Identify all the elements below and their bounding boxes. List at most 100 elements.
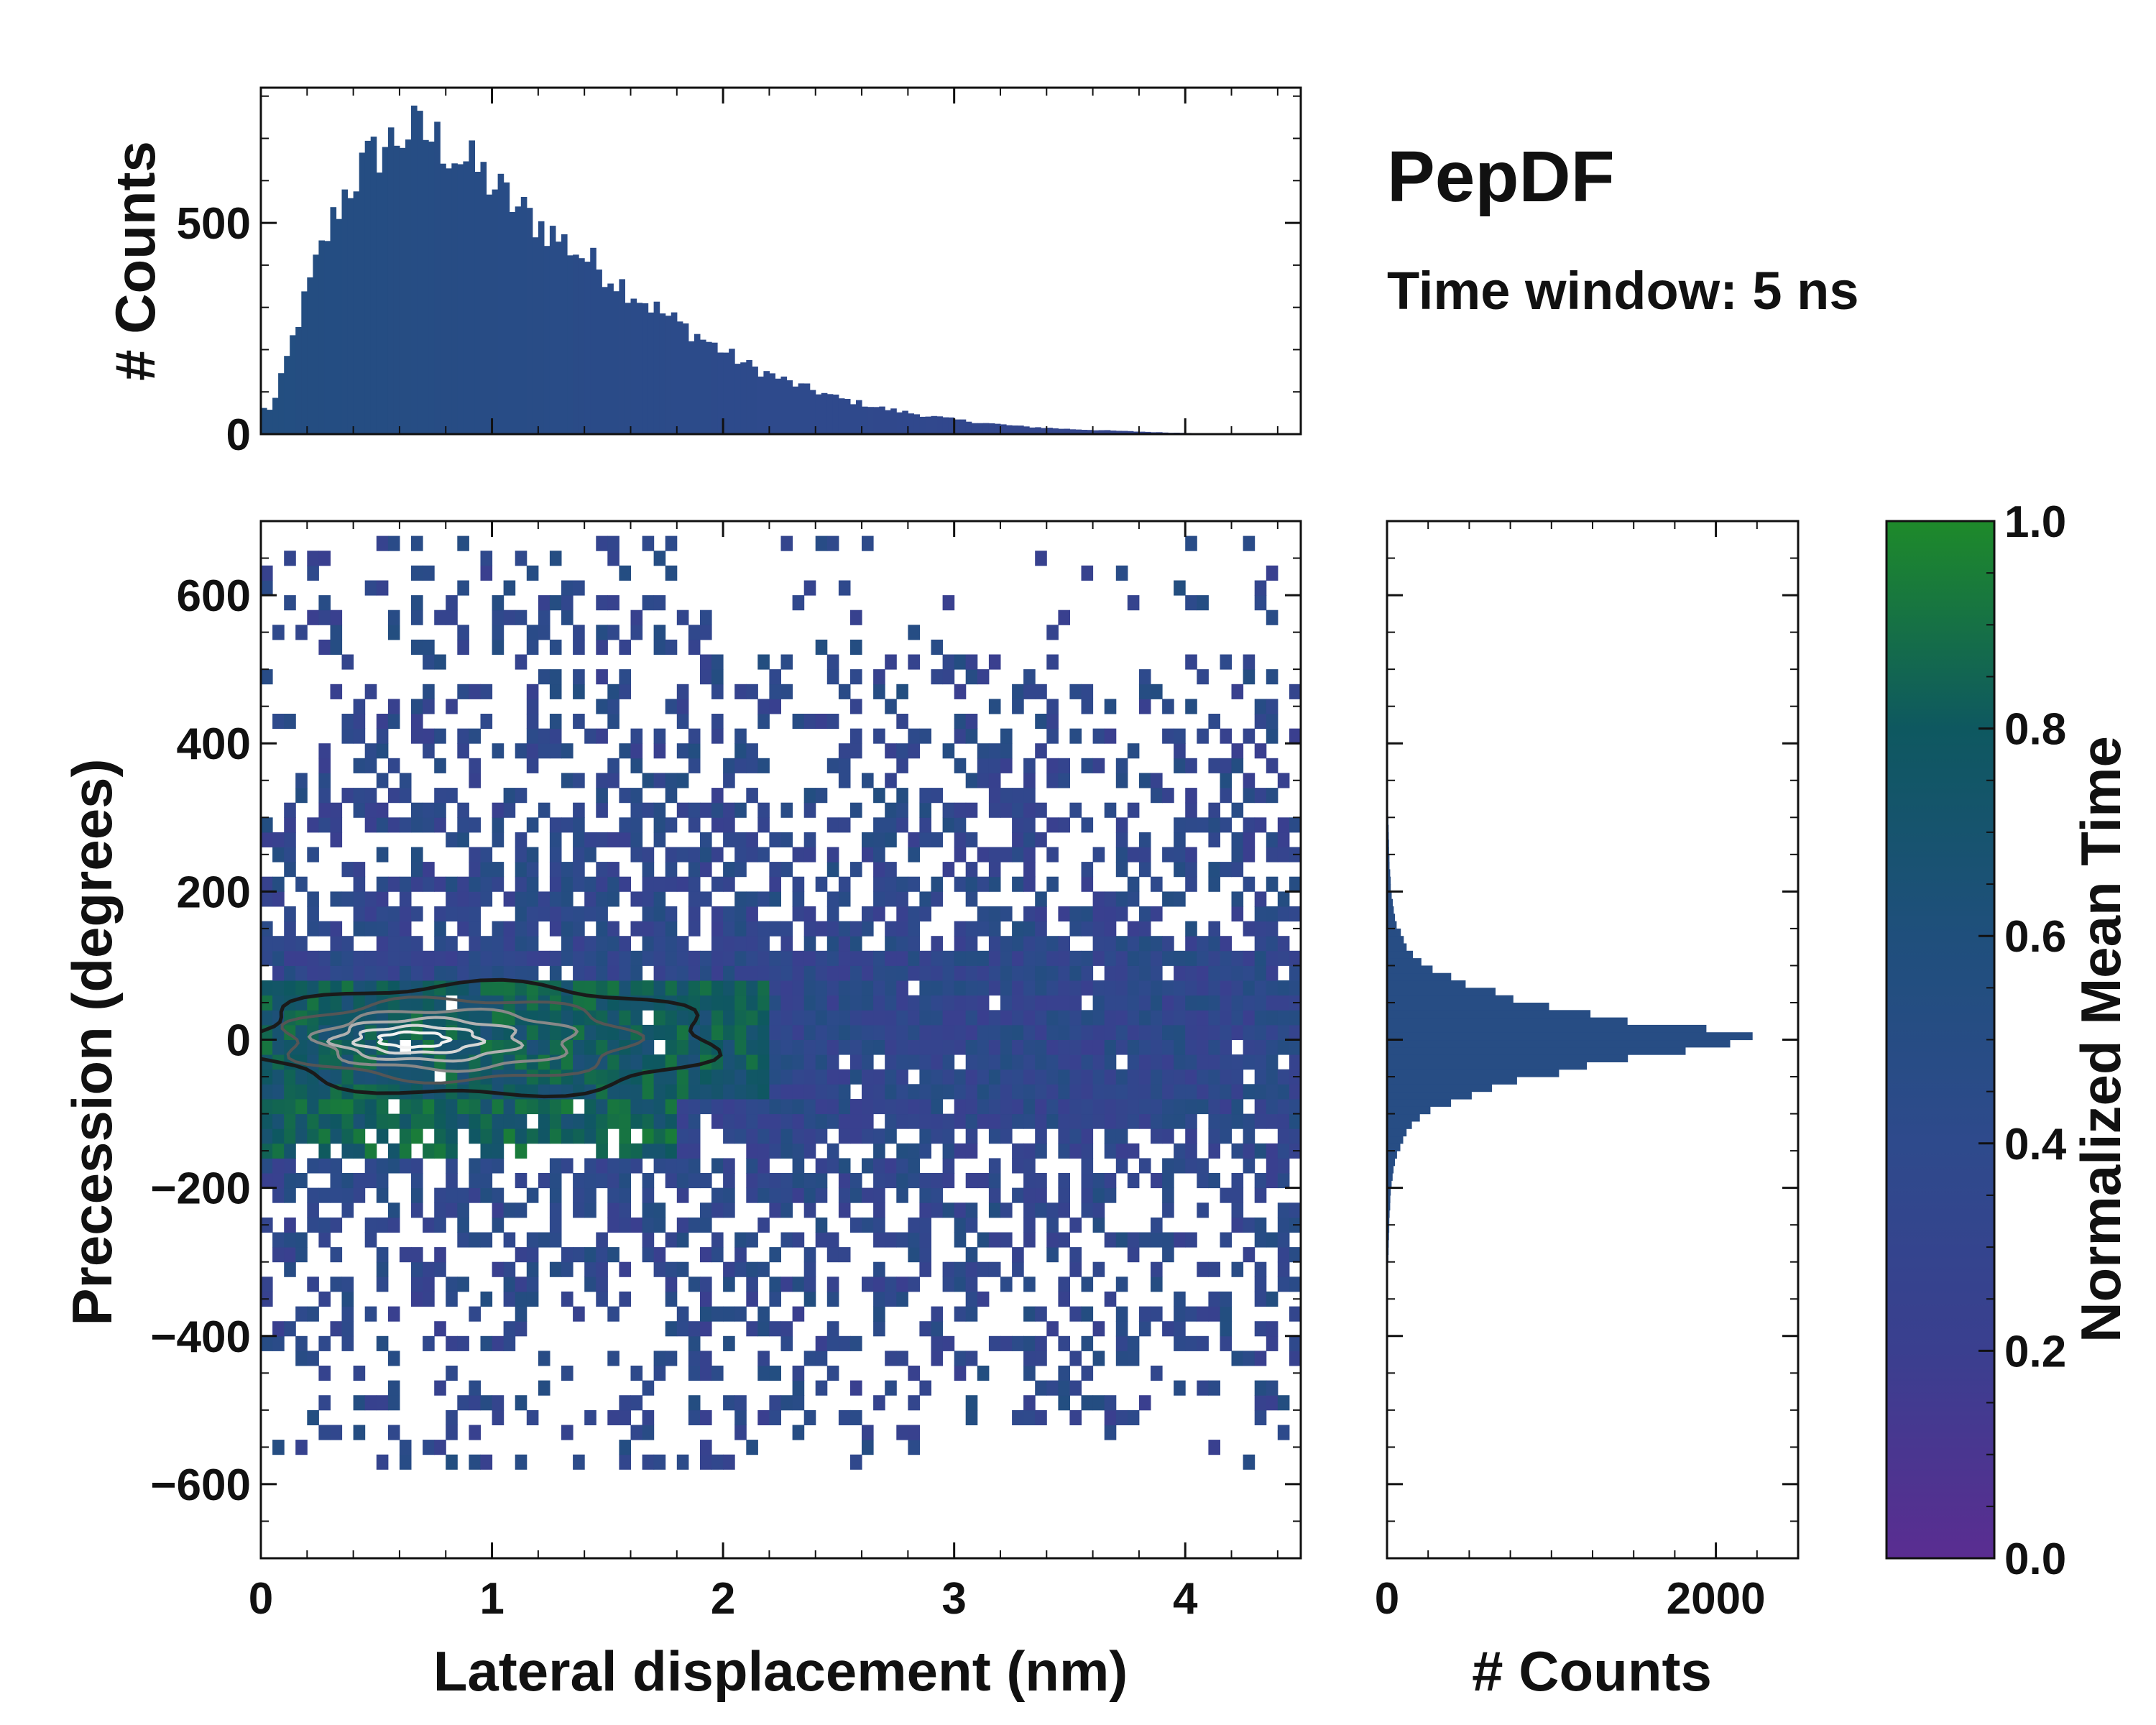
heatmap-cell [630,1010,643,1026]
heatmap-cell [1231,965,1244,981]
heatmap-cell [1220,817,1233,833]
heatmap-cell [284,1247,296,1263]
heatmap-cell [1012,832,1024,847]
heatmap-cell [284,980,296,996]
heatmap-cell [307,1276,319,1292]
heatmap-cell [1220,1069,1233,1085]
heatmap-cell [469,950,481,966]
heatmap-cell [526,921,539,937]
heatmap-cell [734,758,747,773]
heatmap-cell [446,1173,458,1189]
heatmap-cell [1115,1335,1128,1351]
heatmap-cell [1243,1010,1256,1026]
heatmap-cell [896,1113,908,1129]
heatmap-cell [723,1039,735,1055]
heatmap-cell [630,980,643,996]
top-histogram-bar [630,298,637,434]
heatmap-cell [1138,1054,1151,1070]
heatmap-cell [977,1366,990,1381]
heatmap-cell [803,802,816,818]
heatmap-cell [965,1054,978,1070]
heatmap-cell [561,1261,573,1277]
heatmap-cell [1277,817,1290,833]
heatmap-cell [954,728,967,744]
heatmap-cell [434,817,446,833]
heatmap-cell [885,1276,897,1292]
heatmap-cell [1023,669,1036,685]
heatmap-cell [665,788,678,804]
heatmap-cell [1023,965,1036,981]
heatmap-cell [826,535,839,551]
heatmap-cell [1000,1024,1013,1040]
heatmap-cell [665,1039,678,1055]
heatmap-cell [873,1202,885,1218]
heatmap-cell [757,1099,770,1115]
heatmap-cell [584,1173,596,1189]
heatmap-cell [261,1113,273,1129]
heatmap-cell [1000,1276,1013,1292]
heatmap-cell [653,965,666,981]
heatmap-cell [1000,995,1013,1011]
top-histogram-bar [659,313,666,434]
heatmap-cell [711,684,724,699]
heatmap-cell [769,699,781,714]
heatmap-cell [1023,980,1036,996]
right-histogram-bar [1387,898,1393,907]
heatmap-cell [584,876,596,892]
heatmap-cell [387,1217,400,1233]
top-histogram-bar [763,371,770,434]
heatmap-cell [850,1099,862,1115]
heatmap-cell [387,699,400,714]
colorbar-tick-label: 0.4 [2004,1120,2067,1169]
heatmap-cell [1243,1247,1256,1263]
heatmap-cell [307,1084,319,1100]
heatmap-cell [665,639,678,655]
heatmap-cell [850,1187,862,1203]
heatmap-cell [1151,995,1163,1011]
heatmap-cell [596,1069,608,1085]
heatmap-cell [423,565,435,581]
heatmap-cell [723,921,735,937]
heatmap-cell [850,1069,862,1085]
heatmap-cell [341,1143,354,1159]
top-histogram-bar [561,234,568,434]
heatmap-cell [1208,995,1220,1011]
heatmap-cell [1174,847,1186,862]
heatmap-cell [1254,1069,1267,1085]
heatmap-cell [492,1217,505,1233]
heatmap-cell [261,669,273,685]
heatmap-cell [364,1232,377,1248]
heatmap-cell [1046,1380,1059,1396]
heatmap-cell [665,773,678,788]
heatmap-cell [1127,950,1140,966]
heatmap-cell [1138,773,1151,788]
heatmap-cell [1220,1306,1233,1322]
heatmap-cell [376,1276,389,1292]
top-histogram-bar [792,386,799,434]
heatmap-cell [307,1039,319,1055]
heatmap-cell [1012,1409,1024,1425]
heatmap-cell [815,876,828,892]
heatmap-cell [896,1069,908,1085]
heatmap-cell [954,1232,967,1248]
heatmap-cell [330,1158,343,1174]
top-histogram-bar [809,390,816,434]
heatmap-cell [1162,950,1174,966]
heatmap-cell [815,1113,828,1129]
heatmap-cell [434,1054,446,1070]
heatmap-cell [1092,1187,1105,1203]
heatmap-cell [596,699,608,714]
heatmap-cell [1138,1010,1151,1026]
heatmap-cell [977,1291,990,1307]
heatmap-cell [711,788,724,804]
heatmap-cell [850,728,862,744]
heatmap-cell [676,1454,689,1470]
heatmap-cell [873,995,885,1011]
heatmap-cell [619,1158,631,1174]
top-histogram-bar [856,400,862,434]
heatmap-cell [1208,1113,1220,1129]
heatmap-cell [376,1158,389,1174]
heatmap-cell [1151,1217,1163,1233]
heatmap-cell [607,1054,619,1070]
heatmap-cell [1220,965,1233,981]
